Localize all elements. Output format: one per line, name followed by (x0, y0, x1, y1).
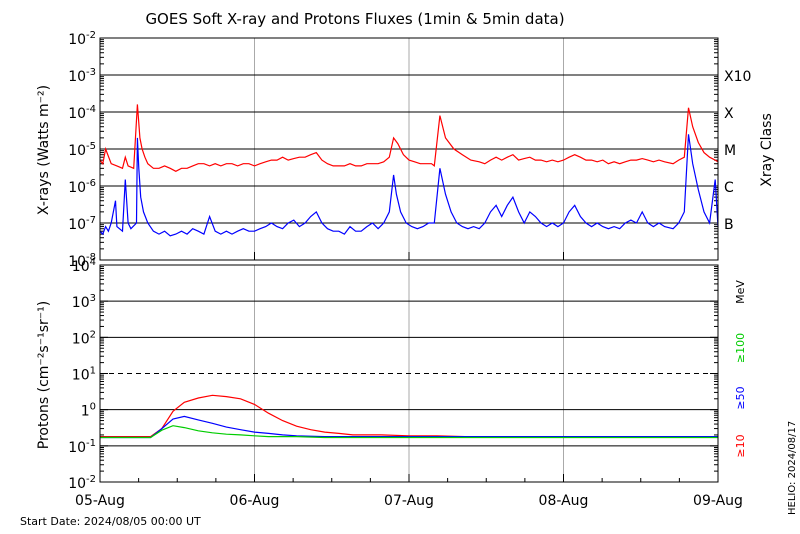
xray-y-tick-label: 10-2 (68, 30, 96, 48)
proton-y-tick-label: 103 (72, 293, 96, 311)
xray-y-axis-label: X-rays (Watts m⁻²) (36, 85, 52, 215)
start-date-label: Start Date: 2024/08/05 00:00 UT (20, 515, 201, 528)
energy-label-100: ≥100 (734, 333, 747, 363)
xray-class-axis-label: Xray Class (759, 113, 775, 187)
x-tick-label: 07-Aug (384, 493, 434, 509)
proton-y-tick-label: 102 (72, 329, 96, 347)
xray-class-label: B (724, 217, 734, 233)
proton-y-axis-label: Protons (cm⁻²s⁻¹sr⁻¹) (36, 301, 52, 450)
proton-y-tick-label: 10 (81, 402, 96, 420)
xray-series-long (99, 104, 719, 172)
xray-class-label: C (724, 180, 734, 196)
x-tick-label: 09-Aug (693, 493, 743, 509)
proton-y-tick-label: 101 (72, 366, 96, 384)
proton-series-p50 (100, 415, 718, 439)
chart-title: GOES Soft X-ray and Protons Fluxes (1min… (145, 10, 564, 28)
x-tick-label: 06-Aug (230, 493, 280, 509)
helio-credit-label: HELIO: 2024/08/17 (787, 421, 798, 515)
xray-y-tick-label: 10-8 (68, 252, 96, 270)
xray-y-tick-label: 10-5 (68, 141, 96, 159)
xray-class-label: X (724, 106, 734, 122)
energy-unit-label: MeV (734, 280, 747, 304)
xray-class-label: X10 (724, 69, 751, 85)
proton-series-p100 (100, 425, 718, 439)
energy-label-50: ≥50 (734, 386, 747, 409)
xray-y-tick-label: 10-7 (68, 215, 96, 233)
x-tick-label: 08-Aug (539, 493, 589, 509)
xray-series-short (99, 134, 719, 237)
x-tick-label: 05-Aug (75, 493, 125, 509)
energy-label-10: ≥10 (734, 434, 747, 457)
proton-y-tick-label: 10-2 (68, 474, 96, 492)
xray-y-tick-label: 10-3 (68, 67, 96, 85)
proton-y-tick-label: 10-1 (68, 438, 96, 456)
xray-y-tick-label: 10-4 (68, 104, 96, 122)
proton-y-tick-label: 104 (72, 257, 96, 275)
xray-y-tick-label: 10-6 (68, 178, 96, 196)
xray-class-label: M (724, 143, 736, 159)
